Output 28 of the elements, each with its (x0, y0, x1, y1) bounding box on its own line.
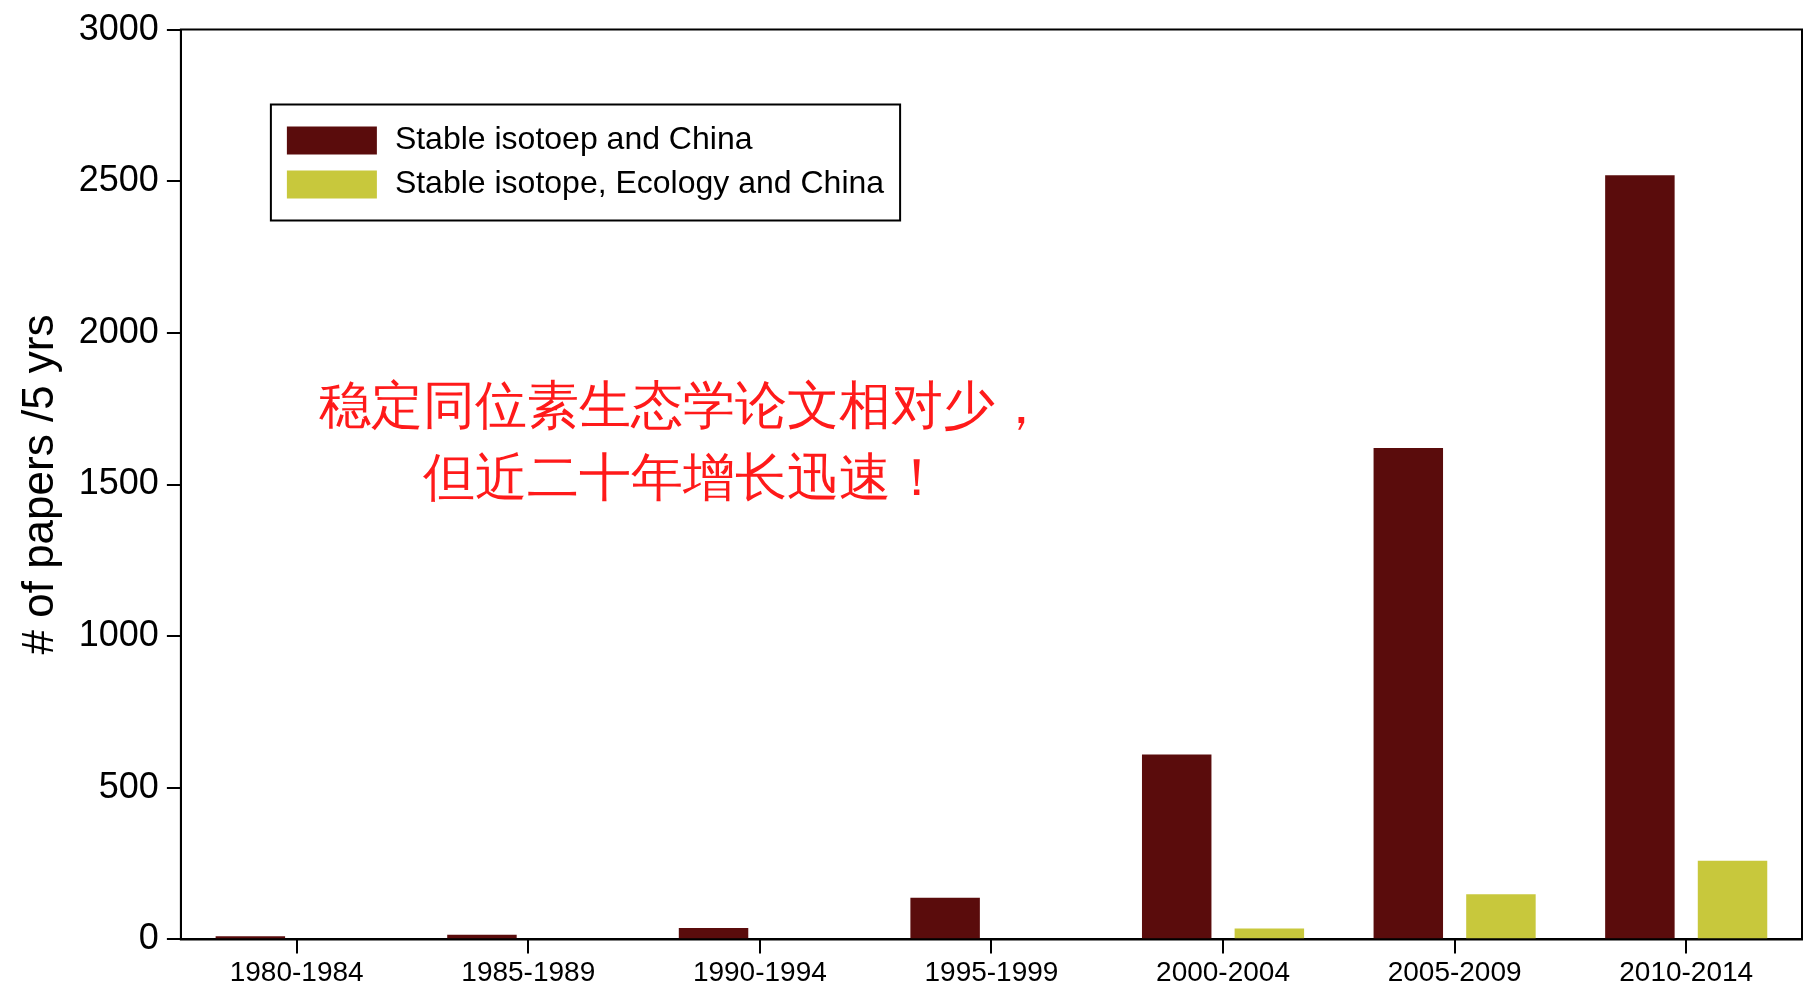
x-tick-label: 2000-2004 (1156, 955, 1290, 987)
y-tick-label: 2500 (78, 158, 159, 200)
x-tick-label: 1990-1994 (692, 955, 827, 987)
y-tick-label: 2000 (78, 309, 159, 351)
x-tick-label: 2005-2009 (1387, 955, 1522, 987)
annotation: 但近二十年增长迅速！ (423, 447, 944, 508)
y-tick-label: 500 (98, 764, 159, 806)
bar (678, 927, 749, 939)
y-tick-label: 1000 (78, 613, 159, 655)
bar (910, 897, 980, 939)
y-tick-label: 3000 (78, 6, 159, 48)
bar (1466, 894, 1536, 939)
y-tick-label: 0 (138, 916, 159, 958)
bar (1234, 928, 1305, 939)
bar (1141, 754, 1212, 939)
x-tick-label: 1995-1999 (924, 955, 1059, 987)
annotation: 稳定同位素生态学论文相对少， (319, 375, 1048, 436)
x-tick-label: 1980-1984 (229, 955, 364, 987)
legend-label: Stable isotoep and China (394, 120, 753, 157)
y-tick-label: 1500 (78, 461, 159, 503)
x-tick-label: 2010-2014 (1619, 955, 1754, 987)
bar (1605, 175, 1675, 939)
legend-label: Stable isotope, Ecology and China (394, 164, 885, 201)
x-tick-label: 1985-1989 (461, 955, 596, 987)
bar (1697, 860, 1768, 939)
bar (1373, 448, 1444, 939)
bar (215, 936, 286, 939)
y-axis-title: # of papers /5 yrs (12, 314, 62, 655)
